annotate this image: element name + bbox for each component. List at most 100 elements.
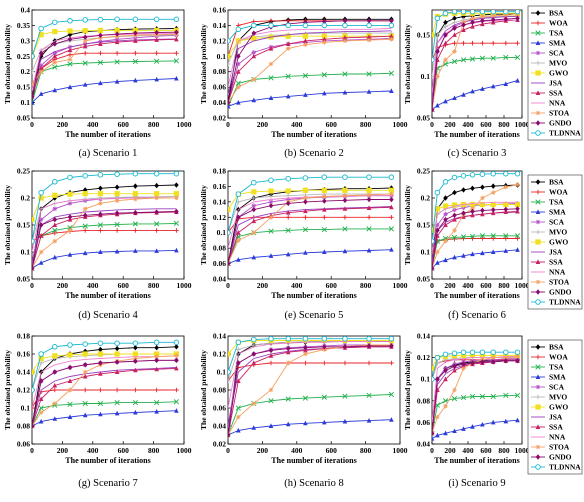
data-point bbox=[114, 387, 120, 393]
series-line-jsa bbox=[32, 208, 177, 263]
data-point bbox=[82, 196, 88, 202]
y-tick-label: 0.12 bbox=[17, 386, 30, 395]
data-point bbox=[490, 207, 496, 213]
data-point bbox=[38, 378, 44, 384]
data-point bbox=[389, 191, 394, 197]
data-point bbox=[97, 351, 103, 357]
data-point bbox=[132, 58, 138, 65]
data-point bbox=[479, 393, 486, 400]
data-point bbox=[82, 38, 88, 44]
data-point bbox=[235, 339, 242, 346]
subfigure-caption: (g) Scenario 7 bbox=[78, 478, 137, 489]
data-point bbox=[479, 201, 486, 208]
series-line-mvo bbox=[32, 34, 177, 72]
data-point bbox=[451, 234, 458, 241]
data-point bbox=[503, 171, 509, 177]
data-point bbox=[268, 336, 274, 342]
data-point bbox=[366, 343, 372, 349]
data-point bbox=[432, 430, 435, 436]
data-point bbox=[452, 228, 457, 233]
data-point bbox=[366, 226, 372, 232]
data-point bbox=[452, 207, 457, 213]
data-point bbox=[38, 25, 44, 32]
data-point bbox=[432, 265, 435, 271]
x-axis-label: The number of iterations bbox=[271, 130, 356, 139]
data-point bbox=[52, 50, 58, 56]
data-point bbox=[366, 196, 372, 203]
data-point bbox=[285, 345, 291, 352]
series-line-tsa bbox=[32, 222, 177, 269]
y-tick-label: 0.06 bbox=[417, 418, 430, 427]
data-point bbox=[461, 92, 466, 97]
series-group bbox=[432, 349, 521, 441]
data-point bbox=[535, 30, 541, 36]
legend-label: GNDO bbox=[549, 119, 572, 128]
series-line-tldnna bbox=[228, 24, 392, 42]
data-point bbox=[174, 36, 179, 42]
series-line-nna bbox=[32, 33, 177, 91]
series-line-stoa bbox=[32, 355, 177, 427]
data-point bbox=[174, 344, 179, 350]
data-point bbox=[132, 340, 139, 346]
data-point bbox=[52, 192, 58, 198]
data-point bbox=[38, 222, 44, 228]
data-point bbox=[97, 27, 103, 33]
data-point bbox=[52, 179, 58, 185]
data-point bbox=[268, 199, 274, 205]
data-point bbox=[503, 206, 509, 213]
data-point bbox=[114, 210, 120, 216]
data-point bbox=[67, 228, 73, 233]
data-point bbox=[82, 250, 88, 256]
data-point bbox=[461, 366, 466, 371]
y-axis-label: The obtained probability bbox=[199, 24, 208, 104]
data-point bbox=[52, 238, 58, 244]
data-point bbox=[52, 19, 58, 26]
data-point bbox=[366, 89, 372, 94]
y-tick-label: 0.04 bbox=[213, 275, 226, 284]
data-point bbox=[251, 203, 257, 209]
series-line-woa bbox=[32, 52, 177, 85]
data-point bbox=[251, 230, 257, 236]
data-point bbox=[461, 22, 466, 28]
series-line-tsa bbox=[228, 394, 392, 436]
data-point bbox=[82, 369, 88, 375]
data-point bbox=[228, 369, 231, 375]
data-point bbox=[268, 188, 274, 194]
data-point bbox=[388, 174, 395, 180]
data-point bbox=[480, 40, 485, 46]
data-point bbox=[389, 196, 394, 203]
data-point bbox=[82, 351, 88, 357]
data-point bbox=[235, 80, 241, 86]
series-group bbox=[32, 16, 180, 106]
subfigure-caption: (d) Scenario 4 bbox=[78, 310, 138, 321]
data-point bbox=[389, 360, 394, 366]
legend-label: JSA bbox=[549, 79, 563, 88]
data-point bbox=[38, 50, 44, 56]
data-point bbox=[389, 343, 394, 349]
legend-label: SSA bbox=[549, 89, 563, 98]
y-tick-label: 0.16 bbox=[213, 182, 226, 191]
data-point bbox=[342, 18, 348, 24]
series-line-sma bbox=[32, 410, 177, 427]
data-point bbox=[490, 359, 496, 365]
data-point bbox=[342, 38, 348, 44]
data-point bbox=[342, 35, 348, 40]
data-point bbox=[342, 187, 348, 193]
y-axis-label: The obtained probability bbox=[3, 350, 12, 430]
data-point bbox=[388, 22, 395, 29]
data-point bbox=[503, 233, 509, 239]
data-point bbox=[470, 88, 475, 94]
data-point bbox=[490, 55, 496, 61]
data-point bbox=[52, 87, 58, 93]
x-tick-label: 600 bbox=[326, 120, 338, 129]
data-point bbox=[321, 174, 328, 180]
series-line-gwo bbox=[32, 353, 177, 373]
data-point bbox=[154, 58, 160, 64]
data-point bbox=[434, 15, 441, 22]
data-point bbox=[173, 220, 180, 226]
series-line-nna bbox=[432, 201, 518, 253]
x-tick-label: 1000 bbox=[177, 446, 192, 455]
data-point bbox=[490, 233, 496, 239]
data-point bbox=[535, 120, 541, 126]
data-point bbox=[366, 192, 372, 198]
